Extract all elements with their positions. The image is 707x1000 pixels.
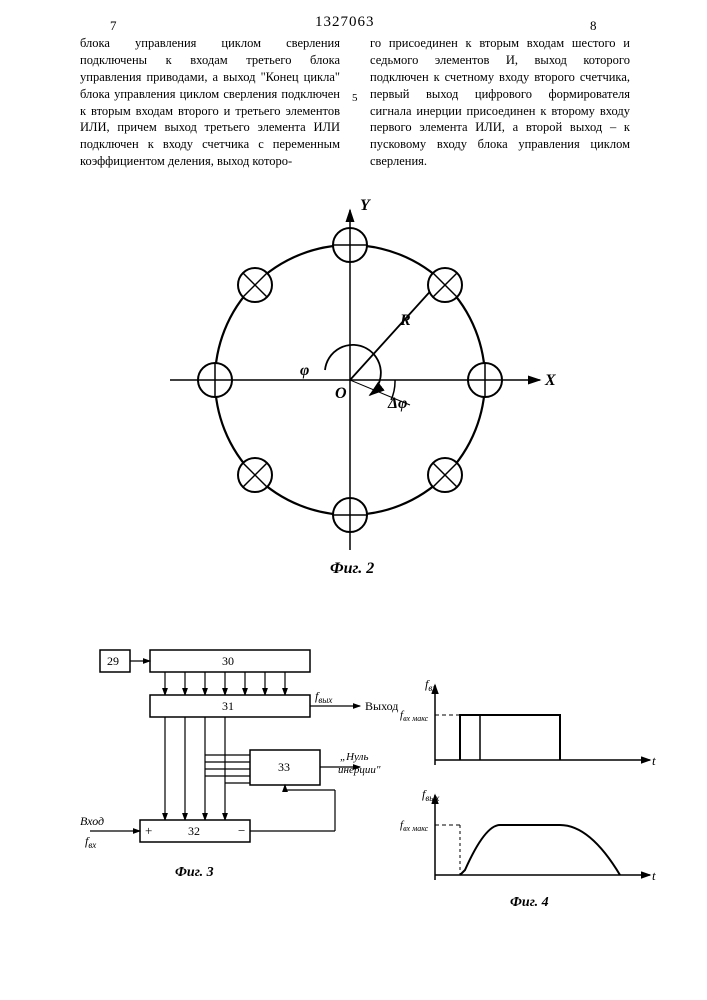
fig2-caption: Фиг. 2 [330, 560, 374, 578]
block-29: 29 [107, 654, 119, 668]
label-x: X [544, 372, 556, 389]
page-number-left: 7 [110, 18, 117, 34]
block-30: 30 [222, 654, 234, 668]
svg-text:fвх: fвх [425, 677, 436, 693]
fig4-caption: Фиг. 4 [510, 895, 549, 911]
left-text-column: блока управления циклом сверления подклю… [80, 35, 340, 170]
svg-text:fвых: fвых [315, 689, 332, 705]
block-31: 31 [222, 699, 234, 713]
figure-4: fвх fвх макс t fвых fвх макс t [400, 670, 670, 920]
fig3-caption: Фиг. 3 [175, 865, 214, 881]
label-y: Y [360, 197, 371, 214]
svg-text:fвх макс: fвх макс [400, 819, 429, 833]
label-phi: φ [300, 362, 309, 379]
page-number-right: 8 [590, 18, 597, 34]
margin-line-number: 5 [352, 92, 358, 104]
label-vhod: Вход [80, 814, 104, 828]
svg-text:инерции": инерции" [338, 764, 381, 776]
block-33: 33 [278, 760, 290, 774]
doc-number: 1327063 [315, 14, 375, 31]
right-text-column: го присоединен к вторым входам шестого и… [370, 35, 630, 170]
svg-text:fвых: fвых [422, 787, 439, 803]
label-vyhod: Выход [365, 699, 398, 713]
label-dphi: Δφ [387, 395, 407, 412]
svg-text:+: + [145, 823, 152, 838]
svg-text:−: − [238, 823, 245, 838]
figure-2: Y X O R φ Δφ [0, 190, 707, 590]
svg-text:t: t [652, 753, 656, 768]
figure-3: 29 30 31 fвых Выход 33 „Нуль инерции" + … [60, 640, 420, 900]
svg-text:t: t [652, 868, 656, 883]
label-o: O [335, 385, 347, 402]
svg-text:fвх макс: fвх макс [400, 709, 429, 723]
label-r: R [399, 312, 411, 329]
block-32: 32 [188, 824, 200, 838]
svg-text:fвх: fвх [85, 834, 96, 850]
label-nul-inercii: „Нуль [340, 751, 368, 763]
